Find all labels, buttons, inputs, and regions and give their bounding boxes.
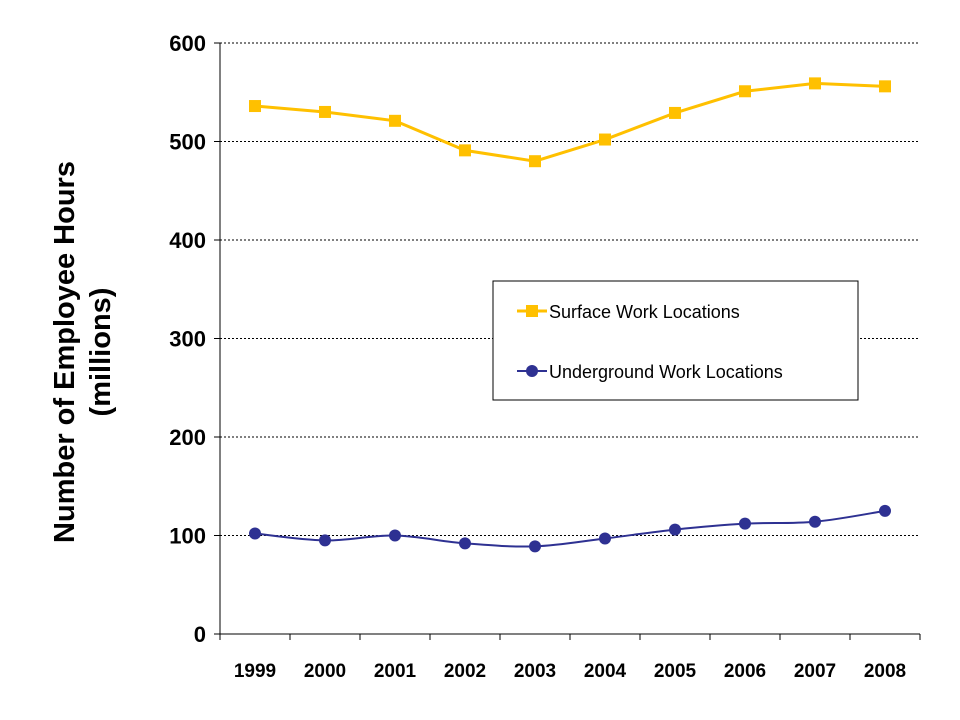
legend-swatch-surface-marker <box>526 305 538 317</box>
x-tick-label: 2000 <box>304 661 346 682</box>
y-tick-label: 100 <box>169 524 206 549</box>
legend-box <box>492 280 859 401</box>
data-point-surface-2008 <box>879 80 891 93</box>
x-tick-label: 2007 <box>794 661 836 682</box>
data-point-underground-2004 <box>599 532 611 545</box>
x-tick-label: 2002 <box>444 661 486 682</box>
data-point-underground-2006 <box>739 517 751 530</box>
y-tick-label: 500 <box>169 130 206 155</box>
data-point-underground-2007 <box>809 515 821 528</box>
data-point-underground-2000 <box>319 534 331 547</box>
legend-swatch-underground-marker <box>526 365 538 377</box>
x-tick-label: 2008 <box>864 661 906 682</box>
x-tick-label: 2001 <box>374 661 417 682</box>
x-tick-label: 2003 <box>514 661 556 682</box>
y-axis-ticks: 0 100 200 300 400 500 600 <box>169 31 220 647</box>
x-tick-label: 2004 <box>584 661 627 682</box>
series-surface <box>249 77 891 168</box>
data-point-underground-2008 <box>879 504 891 517</box>
data-point-surface-2004 <box>599 133 611 146</box>
data-point-underground-2002 <box>459 537 471 550</box>
series-line <box>254 509 886 548</box>
legend-label-underground: Underground Work Locations <box>549 362 783 382</box>
data-point-surface-1999 <box>249 100 261 113</box>
legend-label-surface: Surface Work Locations <box>549 302 740 322</box>
series-underground <box>249 504 891 553</box>
legend: Surface Work Locations Underground Work … <box>492 280 859 401</box>
series-line <box>254 81 886 163</box>
data-point-surface-2002 <box>459 144 471 157</box>
data-point-surface-2000 <box>319 105 331 118</box>
data-point-surface-2007 <box>809 77 821 90</box>
data-point-underground-2001 <box>389 529 401 542</box>
data-point-surface-2005 <box>669 106 681 119</box>
data-point-underground-1999 <box>249 527 261 540</box>
y-tick-label: 600 <box>169 31 206 56</box>
x-tick-label: 2006 <box>724 661 766 682</box>
data-point-surface-2001 <box>389 114 401 127</box>
x-axis-ticks: 1999 2000 2001 2002 2003 2004 2005 2006 2007 2008 <box>219 634 921 682</box>
y-tick-label: 300 <box>169 327 206 352</box>
y-tick-label: 200 <box>169 425 206 450</box>
y-tick-label: 0 <box>194 622 206 647</box>
series-layer <box>249 77 891 553</box>
x-tick-label: 2005 <box>654 661 697 682</box>
x-tick-label: 1999 <box>234 661 276 682</box>
data-point-underground-2003 <box>529 540 541 553</box>
y-tick-label: 400 <box>169 228 206 253</box>
y-axis-label-line2: (millions) <box>85 288 117 417</box>
y-axis-label-line1: Number of Employee Hours <box>49 161 81 543</box>
data-point-surface-2006 <box>739 85 751 98</box>
data-point-surface-2003 <box>529 155 541 168</box>
data-point-underground-2005 <box>669 523 681 536</box>
